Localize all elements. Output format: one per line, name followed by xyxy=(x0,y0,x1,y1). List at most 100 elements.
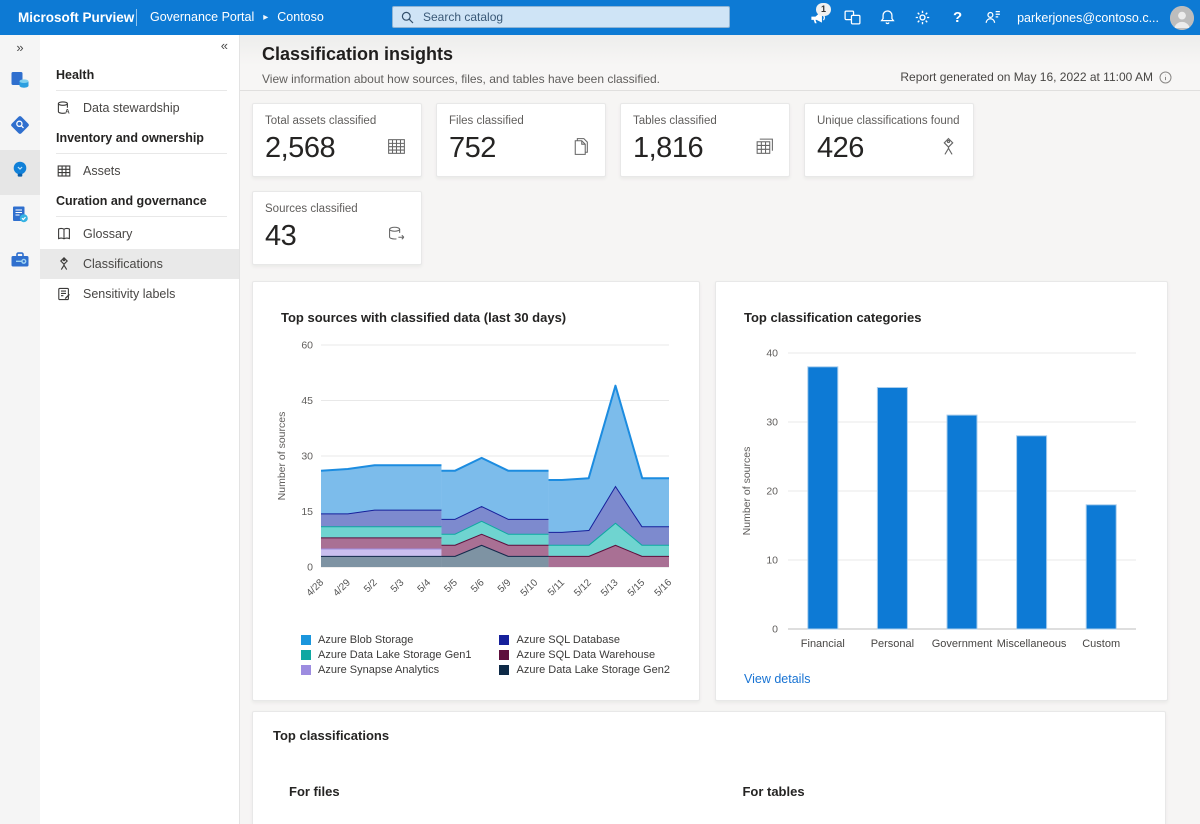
stat-card-sources: Sources classified 43 xyxy=(252,191,422,265)
nav-section-curation: Curation and governance xyxy=(56,194,207,208)
svg-text:5/15: 5/15 xyxy=(626,577,648,599)
stat-value: 2,568 xyxy=(265,132,336,164)
top-classifications-card: Top classifications For files For tables xyxy=(252,711,1166,824)
stat-value: 1,816 xyxy=(633,132,704,164)
search-input[interactable] xyxy=(421,9,721,25)
sidebar-item-classifications[interactable]: Classifications xyxy=(40,249,239,279)
legend-item: Azure SQL Database xyxy=(499,634,669,646)
svg-text:5/4: 5/4 xyxy=(416,577,434,595)
legend-item: Azure Synapse Analytics xyxy=(301,664,471,676)
announcements-icon[interactable]: 1 xyxy=(802,2,833,33)
settings-gear-icon[interactable] xyxy=(907,2,938,33)
page-title: Classification insights xyxy=(262,44,454,64)
main-content: Classification insights View information… xyxy=(240,35,1200,824)
stat-value: 43 xyxy=(265,220,297,252)
insights-nav: Health A Data stewardship Inventory and … xyxy=(40,60,239,309)
management-toolbox-icon xyxy=(9,249,31,276)
svg-text:0: 0 xyxy=(307,562,313,574)
svg-text:5/9: 5/9 xyxy=(496,577,514,595)
legend-label: Azure SQL Data Warehouse xyxy=(516,649,656,661)
expand-rail-icon[interactable]: » xyxy=(16,40,24,55)
svg-text:4/29: 4/29 xyxy=(331,577,353,599)
stacked-area-chart: 0 15 30 45 60 Number of sources 4/28 4/29 5/2 5/3… xyxy=(276,340,674,599)
stat-card-total-assets: Total assets classified 2,568 xyxy=(252,103,422,177)
sidebar-item-label: Assets xyxy=(83,164,121,178)
legend-swatch xyxy=(301,635,311,645)
breadcrumb-portal[interactable]: Governance Portal xyxy=(150,10,255,24)
svg-text:5/10: 5/10 xyxy=(519,577,541,599)
legend-swatch xyxy=(301,650,311,660)
legend-item: Azure Data Lake Storage Gen1 xyxy=(301,649,471,661)
svg-text:10: 10 xyxy=(766,555,778,567)
database-export-icon xyxy=(386,224,407,250)
svg-text:5/2: 5/2 xyxy=(362,577,380,595)
legend-label: Azure Synapse Analytics xyxy=(318,664,440,676)
data-catalog-icon xyxy=(9,114,31,141)
grid-table-icon xyxy=(56,163,72,179)
legend-item: Azure SQL Data Warehouse xyxy=(499,649,669,661)
breadcrumb-arrow-icon: ▸ xyxy=(263,12,269,23)
policy-certificate-icon xyxy=(9,204,31,231)
nav-divider xyxy=(56,216,227,217)
stat-card-tables: Tables classified 1,816 xyxy=(620,103,790,177)
app-brand[interactable]: Microsoft Purview xyxy=(18,10,135,25)
assets-grid-icon xyxy=(386,136,407,162)
rail-item-insights[interactable] xyxy=(0,150,40,195)
topbar-divider xyxy=(136,9,137,26)
sidebar-item-label: Data stewardship xyxy=(83,101,180,115)
sidebar-item-label: Classifications xyxy=(83,257,163,271)
feedback-icon[interactable] xyxy=(977,2,1008,33)
insights-nav-panel: « Health A Data stewardship Inventory an… xyxy=(40,35,240,824)
rail-item-management[interactable] xyxy=(0,240,40,285)
stat-card-unique-classifications: Unique classifications found 426 xyxy=(804,103,974,177)
page-header: Classification insights View information… xyxy=(240,35,1200,91)
stat-value: 426 xyxy=(817,132,864,164)
charts-row: Top sources with classified data (last 3… xyxy=(252,281,1168,701)
nav-divider xyxy=(56,90,227,91)
sidebar-item-glossary[interactable]: Glossary xyxy=(40,219,239,249)
classification-tag-icon xyxy=(56,256,72,272)
svg-text:Miscellaneous: Miscellaneous xyxy=(997,638,1067,650)
svg-text:60: 60 xyxy=(301,340,313,352)
svg-text:30: 30 xyxy=(301,451,313,463)
sidebar-item-data-stewardship[interactable]: A Data stewardship xyxy=(40,93,239,123)
svg-text:Government: Government xyxy=(932,638,993,650)
svg-text:Custom: Custom xyxy=(1082,638,1120,650)
stat-value: 752 xyxy=(449,132,496,164)
database-user-icon: A xyxy=(56,100,72,116)
legend-label: Azure Data Lake Storage Gen2 xyxy=(516,664,670,676)
announcements-badge: 1 xyxy=(816,3,832,16)
rail-item-policy[interactable] xyxy=(0,195,40,240)
svg-text:20: 20 xyxy=(766,486,778,498)
search-box[interactable] xyxy=(392,6,730,28)
legend-label: Azure SQL Database xyxy=(516,634,621,646)
collapse-panel-icon[interactable]: « xyxy=(220,38,228,53)
top-classifications-title: Top classifications xyxy=(273,728,390,743)
help-icon[interactable]: ? xyxy=(952,9,963,26)
rail-item-data-catalog[interactable] xyxy=(0,105,40,150)
stat-label: Total assets classified xyxy=(265,115,377,127)
sidebar-item-assets[interactable]: Assets xyxy=(40,156,239,186)
legend-swatch xyxy=(499,665,510,675)
switch-view-icon[interactable] xyxy=(837,2,868,33)
classification-tag-icon xyxy=(938,136,959,162)
avatar[interactable] xyxy=(1170,5,1194,30)
svg-text:45: 45 xyxy=(301,395,313,407)
svg-text:5/3: 5/3 xyxy=(389,577,407,595)
view-details-link[interactable]: View details xyxy=(744,672,811,686)
legend-item: Azure Data Lake Storage Gen2 xyxy=(499,664,670,676)
stat-label: Tables classified xyxy=(633,115,717,127)
legend-label: Azure Data Lake Storage Gen1 xyxy=(318,649,472,661)
chart-title: Top classification categories xyxy=(744,310,922,325)
svg-text:Number of sources: Number of sources xyxy=(276,412,288,501)
book-icon xyxy=(56,226,72,242)
breadcrumb-tenant[interactable]: Contoso xyxy=(277,10,324,24)
svg-text:5/11: 5/11 xyxy=(546,577,567,598)
stat-label: Files classified xyxy=(449,115,524,127)
rail-item-data-map[interactable] xyxy=(0,60,40,105)
account-email[interactable]: parkerjones@contoso.c... xyxy=(1017,10,1159,25)
sidebar-item-sensitivity-labels[interactable]: Sensitivity labels xyxy=(40,279,239,309)
info-icon[interactable] xyxy=(1159,71,1172,84)
legend-swatch xyxy=(499,650,510,660)
notifications-icon[interactable] xyxy=(872,2,903,33)
